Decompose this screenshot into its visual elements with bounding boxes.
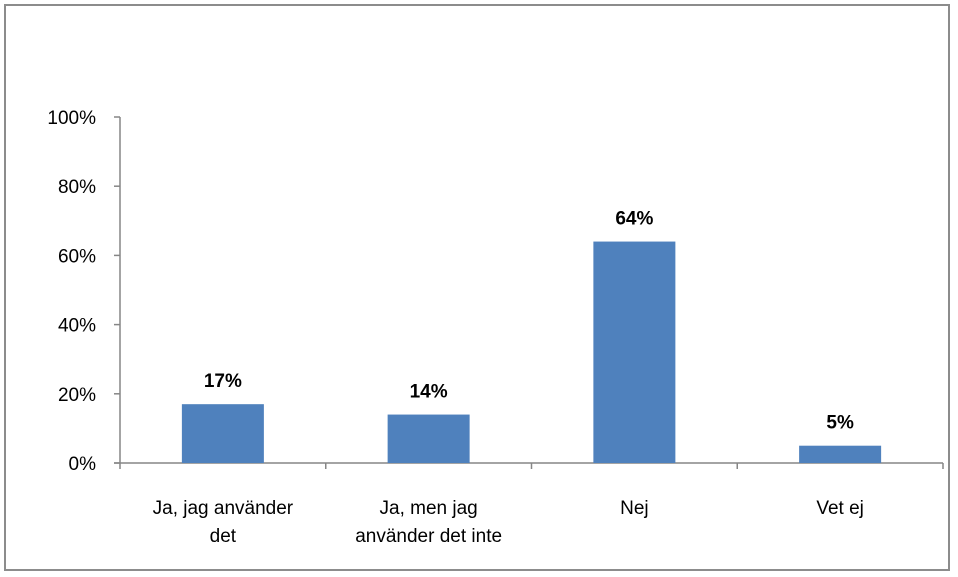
data-label: 5% [826, 413, 854, 434]
bar [181, 404, 264, 463]
x-category-label: använder det inte [355, 526, 502, 547]
x-category-label: Vet ej [816, 498, 864, 519]
data-label: 64% [615, 209, 653, 230]
chart-frame [4, 4, 950, 571]
data-label: 17% [204, 371, 242, 392]
x-category-label: Ja, men jag [380, 498, 478, 519]
bars [181, 241, 882, 463]
y-tick-label: 40% [58, 316, 96, 337]
data-label: 14% [410, 382, 448, 403]
x-category-label: det [210, 526, 237, 547]
y-tick-label: 80% [58, 177, 96, 198]
bar [593, 241, 676, 463]
x-category-label: Ja, jag använder [153, 498, 294, 519]
y-tick-label: 0% [69, 454, 97, 475]
x-category-label: Nej [620, 498, 649, 519]
y-tick-label: 100% [47, 108, 96, 129]
y-tick-label: 20% [58, 385, 96, 406]
labels: 0% 20% 40% 60% 80% 100% 17% Ja, jag använder det… [47, 108, 864, 547]
y-tick-label: 60% [58, 246, 96, 267]
bar [799, 445, 882, 463]
bar [387, 414, 470, 463]
